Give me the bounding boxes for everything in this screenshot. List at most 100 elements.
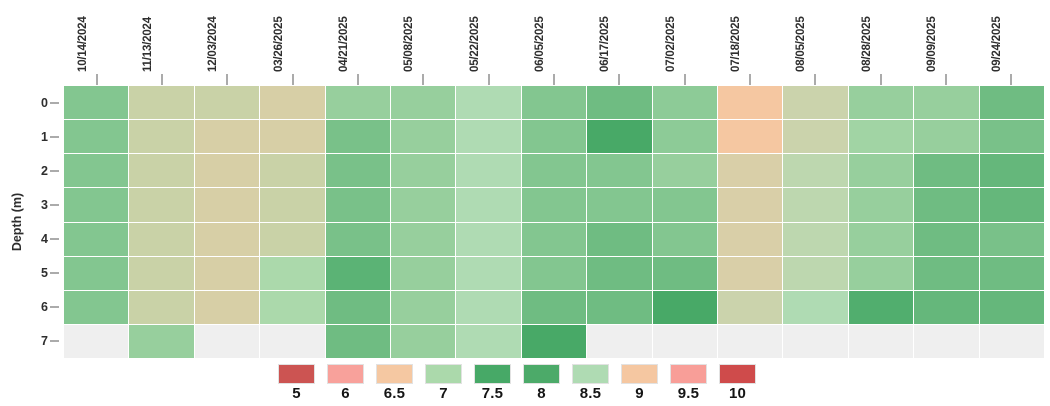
- heatmap-cell[interactable]: [652, 256, 717, 290]
- heatmap-cell[interactable]: [456, 324, 521, 358]
- heatmap-cell[interactable]: [979, 256, 1044, 290]
- heatmap-cell[interactable]: [587, 256, 652, 290]
- heatmap-cell[interactable]: [325, 120, 390, 154]
- heatmap-cell[interactable]: [521, 256, 587, 290]
- heatmap-cell[interactable]: [979, 222, 1044, 256]
- heatmap-cell[interactable]: [194, 324, 260, 358]
- heatmap-cell[interactable]: [64, 86, 129, 120]
- heatmap-cell[interactable]: [456, 256, 521, 290]
- heatmap-cell[interactable]: [129, 290, 194, 324]
- heatmap-cell[interactable]: [260, 188, 325, 222]
- heatmap-cell[interactable]: [325, 324, 390, 358]
- heatmap-cell[interactable]: [914, 256, 979, 290]
- heatmap-cell[interactable]: [64, 256, 129, 290]
- heatmap-cell[interactable]: [652, 86, 717, 120]
- heatmap-cell[interactable]: [783, 324, 848, 358]
- heatmap-cell[interactable]: [391, 222, 456, 256]
- heatmap-cell[interactable]: [914, 324, 979, 358]
- heatmap-cell[interactable]: [718, 256, 783, 290]
- heatmap-cell[interactable]: [391, 86, 456, 120]
- heatmap-cell[interactable]: [783, 86, 848, 120]
- heatmap-cell[interactable]: [718, 324, 783, 358]
- heatmap-cell[interactable]: [521, 222, 587, 256]
- heatmap-cell[interactable]: [718, 154, 783, 188]
- heatmap-cell[interactable]: [848, 154, 914, 188]
- heatmap-cell[interactable]: [979, 86, 1044, 120]
- heatmap-cell[interactable]: [979, 188, 1044, 222]
- heatmap-cell[interactable]: [587, 324, 652, 358]
- heatmap-cell[interactable]: [64, 188, 129, 222]
- heatmap-cell[interactable]: [652, 188, 717, 222]
- heatmap-cell[interactable]: [129, 256, 194, 290]
- heatmap-cell[interactable]: [129, 86, 194, 120]
- heatmap-cell[interactable]: [718, 120, 783, 154]
- heatmap-cell[interactable]: [718, 290, 783, 324]
- heatmap-cell[interactable]: [914, 188, 979, 222]
- heatmap-cell[interactable]: [848, 120, 914, 154]
- heatmap-cell[interactable]: [521, 86, 587, 120]
- heatmap-cell[interactable]: [848, 324, 914, 358]
- heatmap-cell[interactable]: [848, 188, 914, 222]
- heatmap-cell[interactable]: [325, 188, 390, 222]
- heatmap-cell[interactable]: [260, 256, 325, 290]
- heatmap-cell[interactable]: [260, 222, 325, 256]
- heatmap-cell[interactable]: [521, 154, 587, 188]
- heatmap-cell[interactable]: [587, 120, 652, 154]
- heatmap-cell[interactable]: [848, 290, 914, 324]
- heatmap-cell[interactable]: [129, 120, 194, 154]
- heatmap-cell[interactable]: [456, 120, 521, 154]
- heatmap-cell[interactable]: [521, 290, 587, 324]
- heatmap-cell[interactable]: [129, 324, 194, 358]
- heatmap-cell[interactable]: [979, 290, 1044, 324]
- heatmap-cell[interactable]: [194, 120, 260, 154]
- heatmap-cell[interactable]: [456, 222, 521, 256]
- heatmap-cell[interactable]: [848, 86, 914, 120]
- heatmap-cell[interactable]: [64, 324, 129, 358]
- heatmap-cell[interactable]: [194, 256, 260, 290]
- heatmap-cell[interactable]: [979, 120, 1044, 154]
- heatmap-cell[interactable]: [391, 256, 456, 290]
- heatmap-cell[interactable]: [64, 120, 129, 154]
- heatmap-cell[interactable]: [325, 154, 390, 188]
- heatmap-cell[interactable]: [325, 222, 390, 256]
- heatmap-cell[interactable]: [718, 86, 783, 120]
- heatmap-cell[interactable]: [456, 188, 521, 222]
- heatmap-cell[interactable]: [652, 324, 717, 358]
- heatmap-cell[interactable]: [260, 86, 325, 120]
- heatmap-cell[interactable]: [260, 290, 325, 324]
- heatmap-cell[interactable]: [194, 154, 260, 188]
- heatmap-cell[interactable]: [587, 86, 652, 120]
- heatmap-cell[interactable]: [391, 324, 456, 358]
- heatmap-cell[interactable]: [521, 120, 587, 154]
- heatmap-cell[interactable]: [914, 86, 979, 120]
- heatmap-cell[interactable]: [129, 154, 194, 188]
- heatmap-cell[interactable]: [587, 154, 652, 188]
- heatmap-cell[interactable]: [194, 86, 260, 120]
- heatmap-cell[interactable]: [325, 256, 390, 290]
- heatmap-cell[interactable]: [391, 154, 456, 188]
- heatmap-cell[interactable]: [456, 154, 521, 188]
- heatmap-cell[interactable]: [718, 222, 783, 256]
- heatmap-cell[interactable]: [64, 290, 129, 324]
- heatmap-cell[interactable]: [979, 324, 1044, 358]
- heatmap-cell[interactable]: [391, 290, 456, 324]
- heatmap-cell[interactable]: [194, 188, 260, 222]
- heatmap-cell[interactable]: [652, 222, 717, 256]
- heatmap-cell[interactable]: [848, 256, 914, 290]
- heatmap-cell[interactable]: [129, 222, 194, 256]
- heatmap-cell[interactable]: [64, 222, 129, 256]
- heatmap-cell[interactable]: [260, 120, 325, 154]
- heatmap-cell[interactable]: [783, 290, 848, 324]
- heatmap-cell[interactable]: [64, 154, 129, 188]
- heatmap-cell[interactable]: [783, 120, 848, 154]
- heatmap-cell[interactable]: [652, 154, 717, 188]
- heatmap-cell[interactable]: [587, 222, 652, 256]
- heatmap-cell[interactable]: [391, 120, 456, 154]
- heatmap-cell[interactable]: [848, 222, 914, 256]
- heatmap-cell[interactable]: [325, 290, 390, 324]
- heatmap-cell[interactable]: [979, 154, 1044, 188]
- heatmap-cell[interactable]: [194, 222, 260, 256]
- heatmap-cell[interactable]: [587, 188, 652, 222]
- heatmap-cell[interactable]: [391, 188, 456, 222]
- heatmap-cell[interactable]: [914, 120, 979, 154]
